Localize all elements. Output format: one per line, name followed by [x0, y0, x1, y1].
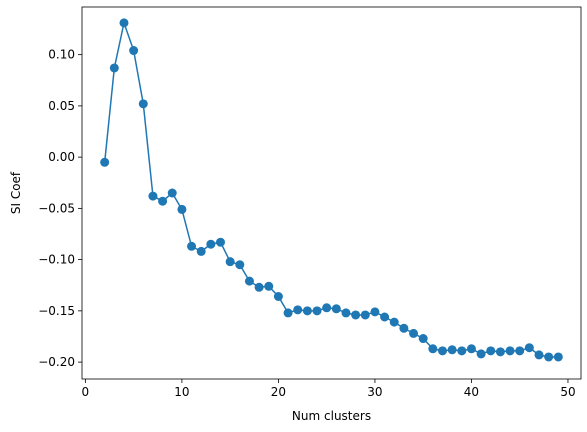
x-tick-label: 30 [367, 385, 382, 399]
data-point [129, 46, 139, 56]
data-point [447, 345, 457, 355]
y-axis-label: SI Coef [9, 171, 23, 214]
y-tick-label: −0.05 [38, 201, 75, 215]
data-point [244, 276, 254, 286]
data-point [389, 317, 399, 327]
data-point [109, 63, 119, 73]
data-point [322, 303, 332, 313]
data-point [466, 344, 476, 354]
y-tick-label: −0.10 [38, 253, 75, 267]
axes-frame [81, 6, 582, 380]
data-point [206, 239, 216, 249]
data-point [515, 346, 525, 356]
data-point [495, 347, 505, 357]
data-point [235, 260, 245, 270]
data-point [544, 352, 554, 362]
data-point [418, 334, 428, 344]
x-axis-ticks: 0 10 20 30 40 50 [82, 379, 576, 399]
data-point [100, 157, 110, 167]
data-point [534, 350, 544, 360]
x-tick-label: 20 [271, 385, 286, 399]
x-tick-label: 10 [174, 385, 189, 399]
data-point [409, 328, 419, 338]
data-point [524, 343, 534, 353]
data-point [438, 346, 447, 356]
series-markers [100, 18, 563, 362]
data-point [158, 196, 168, 206]
data-point [428, 344, 438, 354]
x-axis-label: Num clusters [292, 409, 371, 423]
data-point [119, 18, 129, 28]
data-point [331, 304, 341, 314]
data-point [138, 99, 148, 109]
data-point [505, 346, 515, 356]
data-point [148, 191, 158, 201]
data-point [351, 310, 361, 320]
data-point [264, 281, 274, 291]
data-point [302, 306, 312, 316]
x-tick-label: 40 [464, 385, 479, 399]
data-point [553, 352, 563, 362]
plot-area [81, 6, 582, 380]
data-point [293, 305, 303, 315]
x-tick-label: 0 [82, 385, 90, 399]
data-point [187, 241, 197, 251]
data-point [399, 323, 409, 333]
y-tick-label: 0.05 [48, 99, 75, 113]
data-point [225, 257, 235, 267]
data-point [457, 346, 467, 356]
series-layer [100, 18, 563, 362]
y-tick-label: 0.10 [48, 48, 75, 62]
data-point [167, 188, 177, 198]
data-point [283, 308, 293, 318]
data-point [341, 308, 351, 318]
data-point [273, 292, 283, 301]
data-point [476, 349, 486, 359]
data-point [370, 307, 380, 317]
data-point [380, 312, 390, 322]
x-tick-label: 50 [560, 385, 575, 399]
data-point [177, 204, 187, 214]
data-point [360, 310, 370, 320]
y-tick-label: −0.15 [38, 304, 75, 318]
data-point [486, 346, 496, 356]
data-point [196, 246, 206, 256]
data-point [312, 306, 322, 316]
data-point [254, 282, 264, 292]
y-tick-label: 0.00 [48, 150, 75, 164]
y-axis-ticks: 0.10 0.05 0.00 −0.05 −0.10 −0.15 −0.20 [38, 48, 82, 369]
y-tick-label: −0.20 [38, 355, 75, 369]
data-point [216, 237, 225, 247]
